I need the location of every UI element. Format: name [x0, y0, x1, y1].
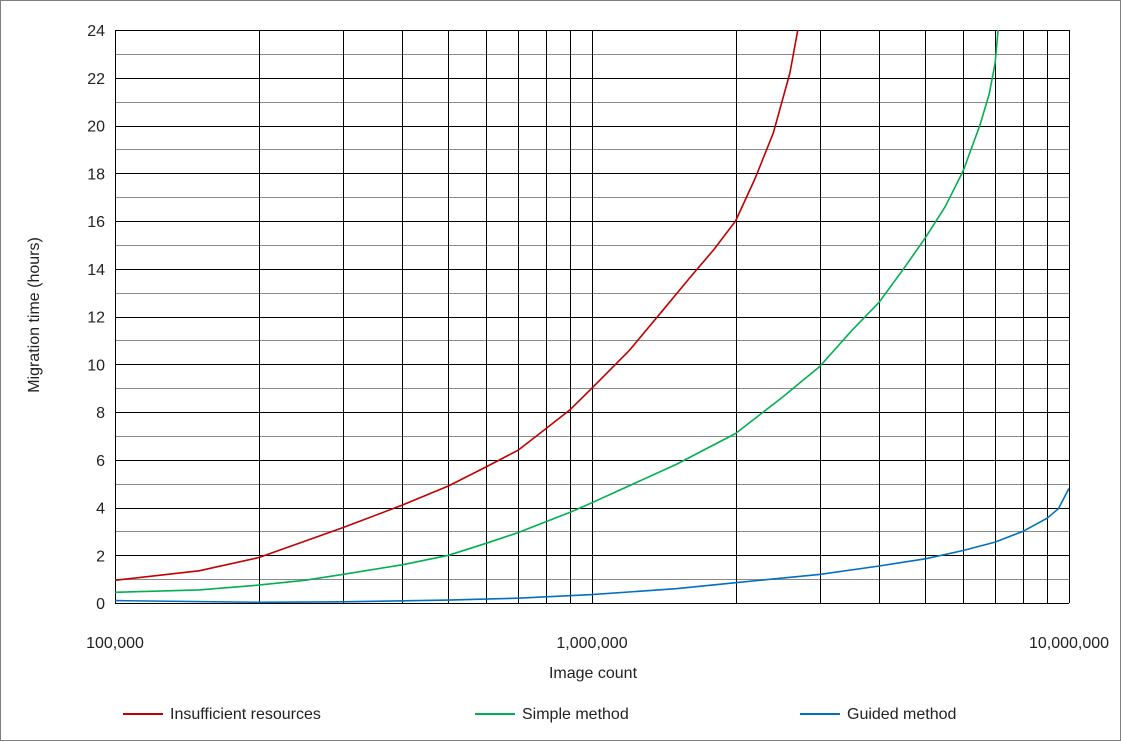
y-tick-label: 18 [87, 166, 105, 183]
x-axis-title: Image count [549, 665, 638, 682]
x-tick-label: 10,000,000 [1029, 635, 1109, 652]
y-tick-label: 8 [96, 405, 105, 422]
series-line-1 [114, 29, 799, 582]
y-tick-label: 22 [87, 71, 105, 88]
legend: Insufficient resources Simple method Guide… [123, 706, 956, 723]
x-tick-label: 100,000 [86, 635, 144, 652]
y-tick-label: 14 [87, 262, 105, 279]
series-lines [114, 29, 1070, 604]
y-tick-label: 4 [96, 501, 105, 518]
y-tick-label: 10 [87, 357, 105, 374]
y-tick-label: 2 [96, 548, 105, 565]
y-tick-label: 20 [87, 119, 105, 136]
y-axis-title: Migration time (hours) [26, 237, 43, 393]
y-tick-label: 24 [87, 23, 105, 40]
y-tick-label: 0 [96, 596, 105, 613]
legend-label: Insufficient resources [170, 706, 321, 723]
legend-label: Guided method [847, 706, 956, 723]
grid-lines [115, 30, 1070, 604]
x-tick-label: 1,000,000 [556, 635, 627, 652]
series-line-2 [114, 29, 999, 594]
y-tick-label: 16 [87, 214, 105, 231]
legend-label: Simple method [522, 706, 629, 723]
y-tick-label: 6 [96, 453, 105, 470]
y-tick-label: 12 [87, 310, 105, 327]
series-line-3 [114, 488, 1070, 604]
